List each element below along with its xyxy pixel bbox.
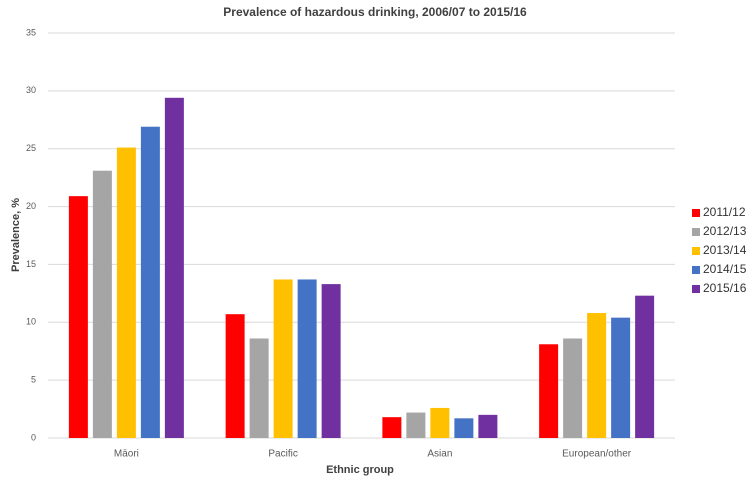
bar (478, 414, 498, 438)
legend-swatch (692, 228, 700, 236)
bar (454, 418, 474, 438)
legend-label: 2014/15 (703, 262, 747, 276)
chart-title: Prevalence of hazardous drinking, 2006/0… (223, 5, 527, 19)
bar (297, 279, 317, 438)
bar (430, 407, 450, 438)
legend-label: 2015/16 (703, 281, 747, 295)
y-tick-label: 20 (26, 201, 36, 211)
x-tick-label: European/other (562, 449, 632, 460)
bar (164, 97, 184, 439)
y-tick-label: 5 (31, 375, 36, 385)
legend-swatch (692, 266, 700, 274)
legend-label: 2013/14 (703, 243, 747, 257)
legend-label: 2012/13 (703, 224, 747, 238)
bar (635, 295, 655, 438)
y-tick-label: 0 (31, 432, 36, 442)
legend-swatch (692, 285, 700, 293)
y-axis-title: Prevalence, % (10, 198, 22, 272)
bar (116, 147, 136, 439)
y-tick-label: 25 (26, 143, 36, 153)
bar (611, 317, 631, 438)
bar (140, 126, 160, 438)
legend-label: 2011/12 (703, 205, 746, 219)
y-tick-label: 15 (26, 259, 36, 269)
bar (587, 313, 607, 438)
bar (68, 196, 88, 438)
y-tick-label: 10 (26, 317, 36, 327)
bar (273, 279, 293, 438)
x-tick-label: Māori (114, 449, 139, 460)
y-tick-label: 30 (26, 85, 36, 95)
bar (539, 344, 559, 438)
x-tick-label: Asian (427, 449, 452, 460)
x-tick-label: Pacific (268, 449, 297, 460)
legend-swatch (692, 247, 700, 255)
bar (321, 284, 341, 438)
bar (563, 338, 583, 438)
bar (406, 412, 426, 438)
bar (92, 170, 112, 438)
bar (249, 338, 269, 438)
legend-swatch (692, 209, 700, 217)
bar (382, 417, 402, 438)
y-tick-label: 35 (26, 27, 36, 37)
x-axis-title: Ethnic group (326, 464, 394, 476)
bar (225, 314, 245, 438)
